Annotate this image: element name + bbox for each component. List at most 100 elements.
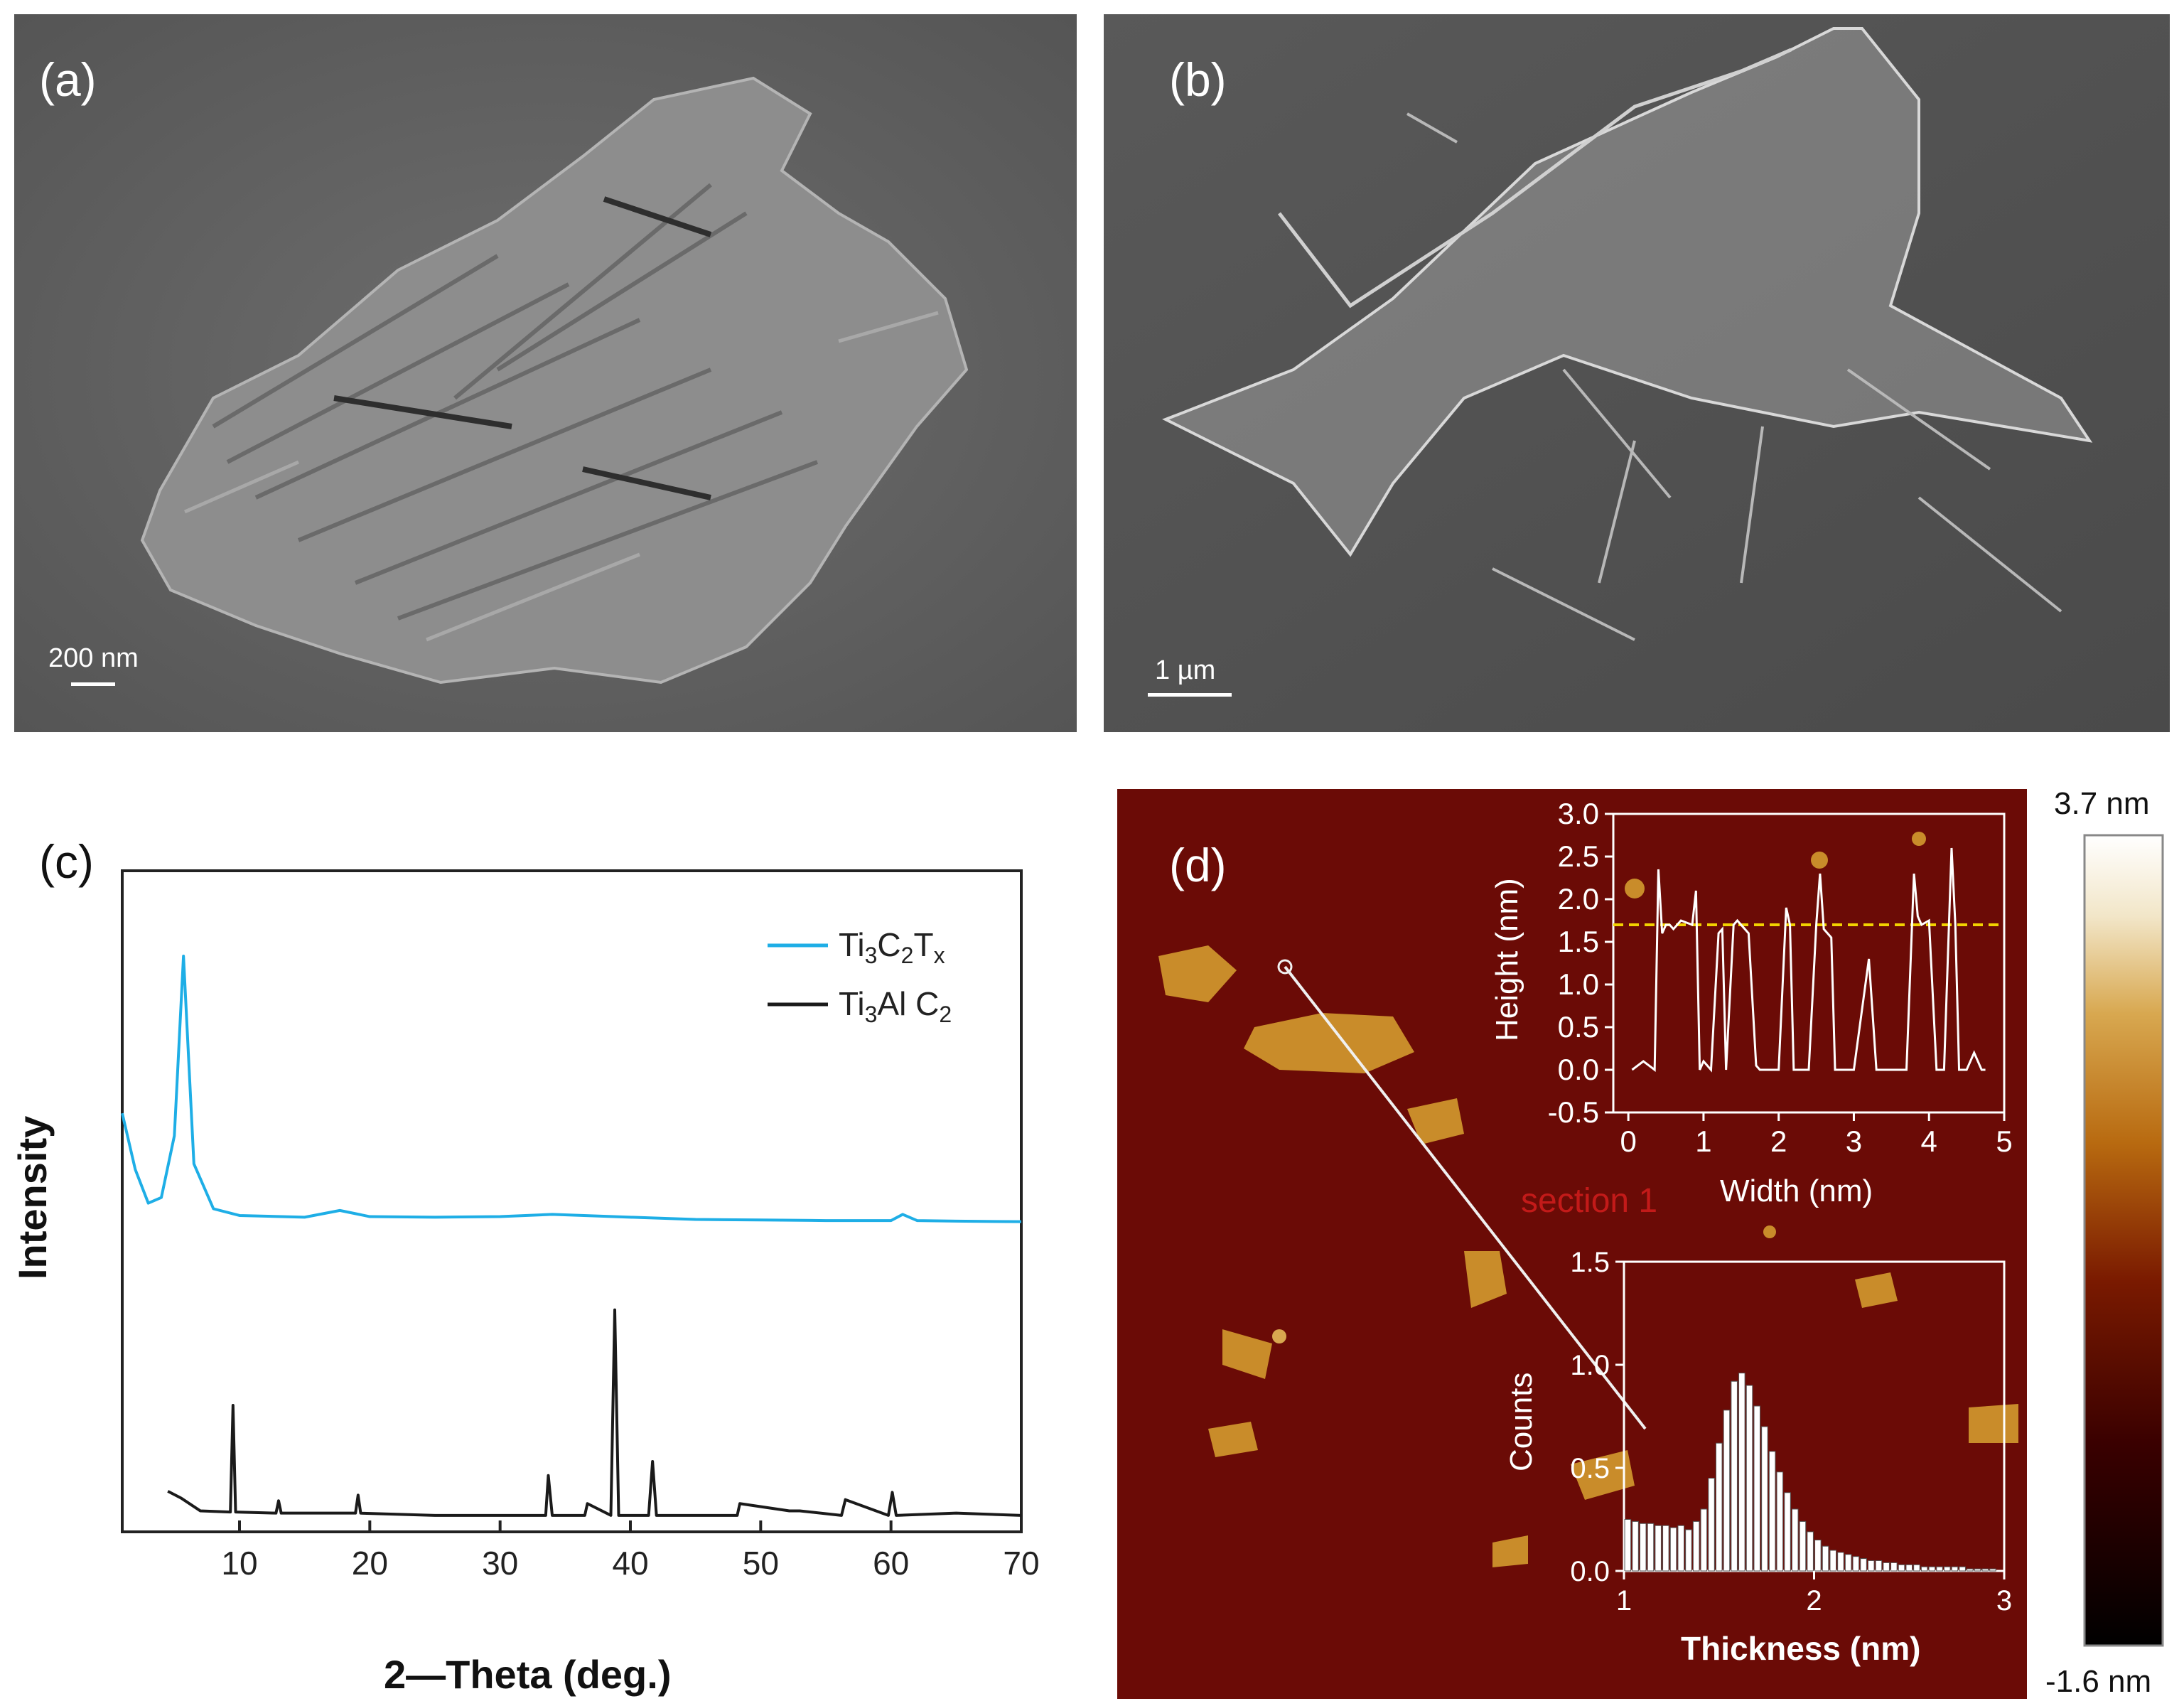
height-profile-x-tick-label: 1 [1695, 1125, 1711, 1158]
height-profile-y-tick-label: -0.5 [1548, 1095, 1599, 1129]
height-profile-y-tick-label: 0.0 [1558, 1053, 1599, 1086]
color-scale-min-label: -1.6 nm [2045, 1664, 2151, 1699]
histogram-bar [1814, 1540, 1822, 1572]
histogram-bar [1920, 1566, 1928, 1572]
panel-b: (b) 1 µm [1104, 14, 2170, 732]
histogram-bar [1639, 1523, 1647, 1572]
histogram-bar [1692, 1520, 1700, 1572]
xrd-y-axis-label: Intensity [10, 1116, 55, 1280]
panel-a-label: (a) [39, 53, 97, 106]
histogram-bar [1928, 1566, 1936, 1572]
afm-color-scale: 3.7 nm -1.6 nm [2045, 786, 2164, 1699]
histogram-bar [1860, 1558, 1867, 1572]
panel-a-scale-bar [71, 682, 115, 686]
histogram-y-tick-label: 0.0 [1570, 1556, 1610, 1587]
histogram-bar [1677, 1525, 1685, 1572]
histogram-bar [1951, 1566, 1959, 1572]
histogram-bar [1647, 1523, 1655, 1572]
histogram-bar [1761, 1426, 1768, 1572]
afm-flakes [1158, 832, 2018, 1567]
xrd-x-tick-label: 50 [743, 1545, 779, 1582]
histogram-bar [1685, 1529, 1692, 1572]
histogram-bar [1753, 1405, 1761, 1572]
afm-section-line [1284, 965, 1647, 1430]
histogram-bar [1662, 1525, 1669, 1572]
height-profile-line [1631, 847, 1986, 1073]
histogram-bar [1731, 1380, 1738, 1572]
sem-nanosheet-b [1162, 27, 2093, 641]
xrd-series-line-0 [121, 955, 1022, 1223]
xrd-x-tick-label: 10 [221, 1545, 257, 1582]
histogram-bar [1905, 1564, 1913, 1572]
histogram-x-tick-label: 2 [1806, 1585, 1822, 1616]
panel-b-scale-bar [1148, 693, 1232, 697]
xrd-x-tick-label: 30 [482, 1545, 518, 1582]
histogram-bar [1875, 1560, 1883, 1572]
xrd-series-group [121, 955, 1022, 1517]
histogram-y-label: Counts [1504, 1373, 1539, 1471]
panel-a: (a) 200 nm [14, 14, 1077, 732]
histogram-bar [1768, 1451, 1776, 1572]
histogram-bar [1936, 1566, 1943, 1572]
height-profile-x-label: Width (nm) [1720, 1174, 1873, 1208]
histogram-bar [1844, 1554, 1852, 1572]
panel-b-scale-bar-label: 1 µm [1155, 655, 1215, 685]
height-profile-x-tick-label: 0 [1620, 1125, 1636, 1158]
histogram-bar [1974, 1568, 1981, 1572]
histogram-bar [1807, 1531, 1814, 1572]
height-profile-axes: 0 1 2 3 4 5 -0.5 0.0 0.5 1.0 1.5 2.0 2.5 3.0 [1548, 797, 2013, 1158]
histogram-bar [1715, 1442, 1723, 1572]
histogram-bar [1981, 1568, 1989, 1572]
height-profile-y-tick-label: 1.0 [1558, 967, 1599, 1001]
histogram-bar [1708, 1478, 1715, 1572]
height-profile-y-tick-label: 3.0 [1558, 797, 1599, 830]
histogram-y-tick-label: 0.5 [1570, 1453, 1610, 1484]
histogram-bar [1822, 1545, 1829, 1572]
xrd-x-tick-label: 60 [873, 1545, 909, 1582]
histogram-x-label: Thickness (nm) [1681, 1630, 1920, 1667]
height-profile-x-tick-label: 4 [1921, 1125, 1937, 1158]
histogram-bar [1898, 1564, 1905, 1572]
panel-c: (c) 10 20 30 40 50 60 70 Ti3C2Tx Ti3Al C2 2—Th… [10, 835, 1040, 1697]
height-profile-y-label: Height (nm) [1490, 878, 1524, 1041]
color-scale-max-label: 3.7 nm [2054, 786, 2150, 821]
height-profile-y-tick-label: 1.5 [1558, 925, 1599, 958]
histogram-bar [1829, 1550, 1837, 1572]
histogram-bar [1776, 1471, 1784, 1572]
histogram-bar [1852, 1556, 1860, 1572]
panel-d-label: (d) [1169, 839, 1227, 891]
histogram-bar [1655, 1525, 1662, 1572]
xrd-x-axis: 10 20 30 40 50 60 70 [221, 1520, 1040, 1582]
histogram-bar [1943, 1566, 1951, 1572]
histogram-y-tick-label: 1.5 [1570, 1247, 1610, 1278]
histogram-bar [1784, 1492, 1791, 1572]
legend-label-ti3c2tx: Ti3C2Tx [839, 926, 945, 968]
histogram-bar [1837, 1552, 1844, 1572]
histogram-bar [1913, 1564, 1920, 1572]
afm-section-start-marker [1277, 959, 1293, 975]
histogram-bars [1624, 1373, 1996, 1572]
histogram-bar [1738, 1373, 1745, 1572]
xrd-legend: Ti3C2Tx Ti3Al C2 [768, 926, 952, 1027]
height-profile-x-tick-label: 3 [1846, 1125, 1862, 1158]
height-profile-y-tick-label: 2.0 [1558, 882, 1599, 916]
xrd-plot-frame [121, 869, 1023, 1533]
histogram-bar [1723, 1410, 1731, 1572]
xrd-series-line-1 [167, 1308, 1022, 1517]
sem-particle-a [140, 76, 969, 685]
afm-section-label: section 1 [1521, 1182, 1657, 1220]
afm-image-background [1117, 789, 2027, 1699]
height-profile-x-tick-label: 2 [1770, 1125, 1787, 1158]
histogram-bar [1791, 1508, 1799, 1572]
histogram-bar [1867, 1560, 1875, 1572]
histogram-bar [1700, 1508, 1708, 1572]
xrd-x-tick-label: 20 [352, 1545, 388, 1582]
height-profile-x-tick-label: 5 [1996, 1125, 2012, 1158]
afm-height-profile-inset: 0 1 2 3 4 5 -0.5 0.0 0.5 1.0 1.5 2.0 2.5 3.0 Width (n… [1490, 797, 2013, 1208]
height-profile-y-tick-label: 2.5 [1558, 839, 1599, 873]
xrd-x-tick-label: 70 [1003, 1545, 1039, 1582]
histogram-bar [1890, 1562, 1898, 1572]
height-profile-frame [1612, 812, 2006, 1114]
panel-c-label: (c) [39, 835, 94, 888]
panel-a-scale-bar-label: 200 nm [48, 643, 139, 673]
